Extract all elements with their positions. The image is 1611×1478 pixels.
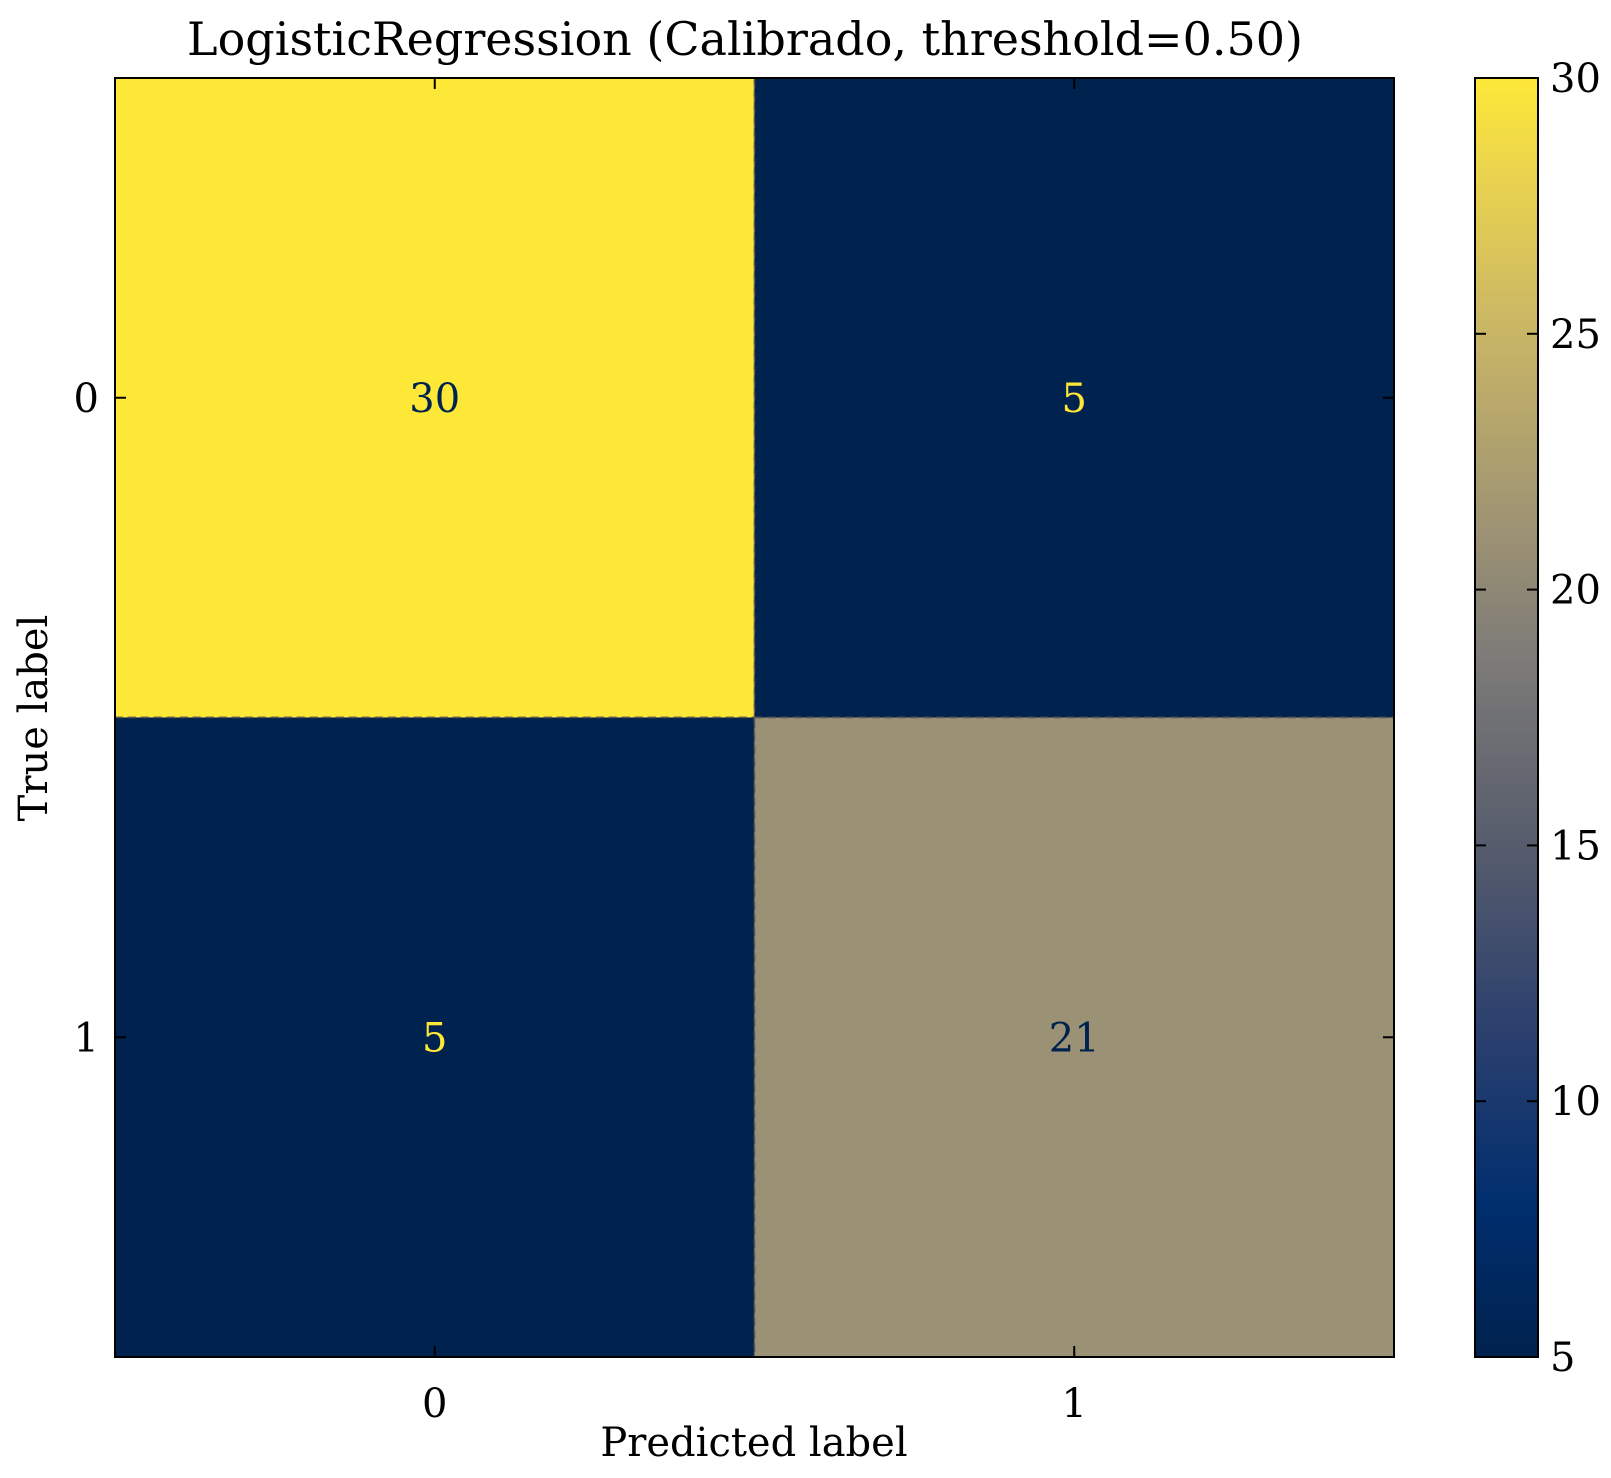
- cell-value-label-0-0: 30: [409, 376, 460, 422]
- heatmap-cells: [114, 77, 1395, 1358]
- heatmap-cell-1-1: [753, 716, 1395, 1358]
- heatmap-cell-0-0: [114, 77, 756, 719]
- x-axis-label: Predicted label: [600, 1420, 907, 1466]
- chart-title: LogisticRegression (Calibrado, threshold…: [187, 12, 1303, 66]
- x-tick-label: 0: [422, 1381, 447, 1427]
- x-tick-label: 1: [1062, 1381, 1087, 1427]
- cell-value-label-1-1: 21: [1049, 1015, 1100, 1061]
- heatmap-cell-1-0: [114, 716, 756, 1358]
- axis-tick-labels: 0 1 0 1: [74, 376, 1087, 1427]
- axis-ticks: [115, 78, 1394, 1357]
- colorbar-tick-label: 5: [1550, 1335, 1575, 1381]
- colorbar-tick-label: 10: [1550, 1079, 1601, 1125]
- colorbar-tick-label: 30: [1550, 56, 1601, 102]
- heatmap-cell-0-1: [753, 77, 1395, 719]
- colorbar-tick-label: 20: [1550, 568, 1601, 614]
- colorbar-tick-label: 15: [1550, 823, 1601, 869]
- y-tick-label: 1: [74, 1015, 99, 1061]
- cell-value-label-0-1: 5: [1062, 376, 1087, 422]
- colorbar-tick-label: 25: [1550, 312, 1601, 358]
- colorbar-ticks: 5 10 15 20 25 30: [1475, 56, 1601, 1381]
- plot-frame: [114, 77, 1395, 1358]
- y-tick-label: 0: [74, 376, 99, 422]
- cell-value-label-1-0: 5: [422, 1015, 447, 1061]
- heatmap-cell-labels: 30 5 5 21: [409, 376, 1099, 1062]
- y-axis-label: True label: [11, 615, 57, 822]
- colorbar: [1474, 77, 1539, 1358]
